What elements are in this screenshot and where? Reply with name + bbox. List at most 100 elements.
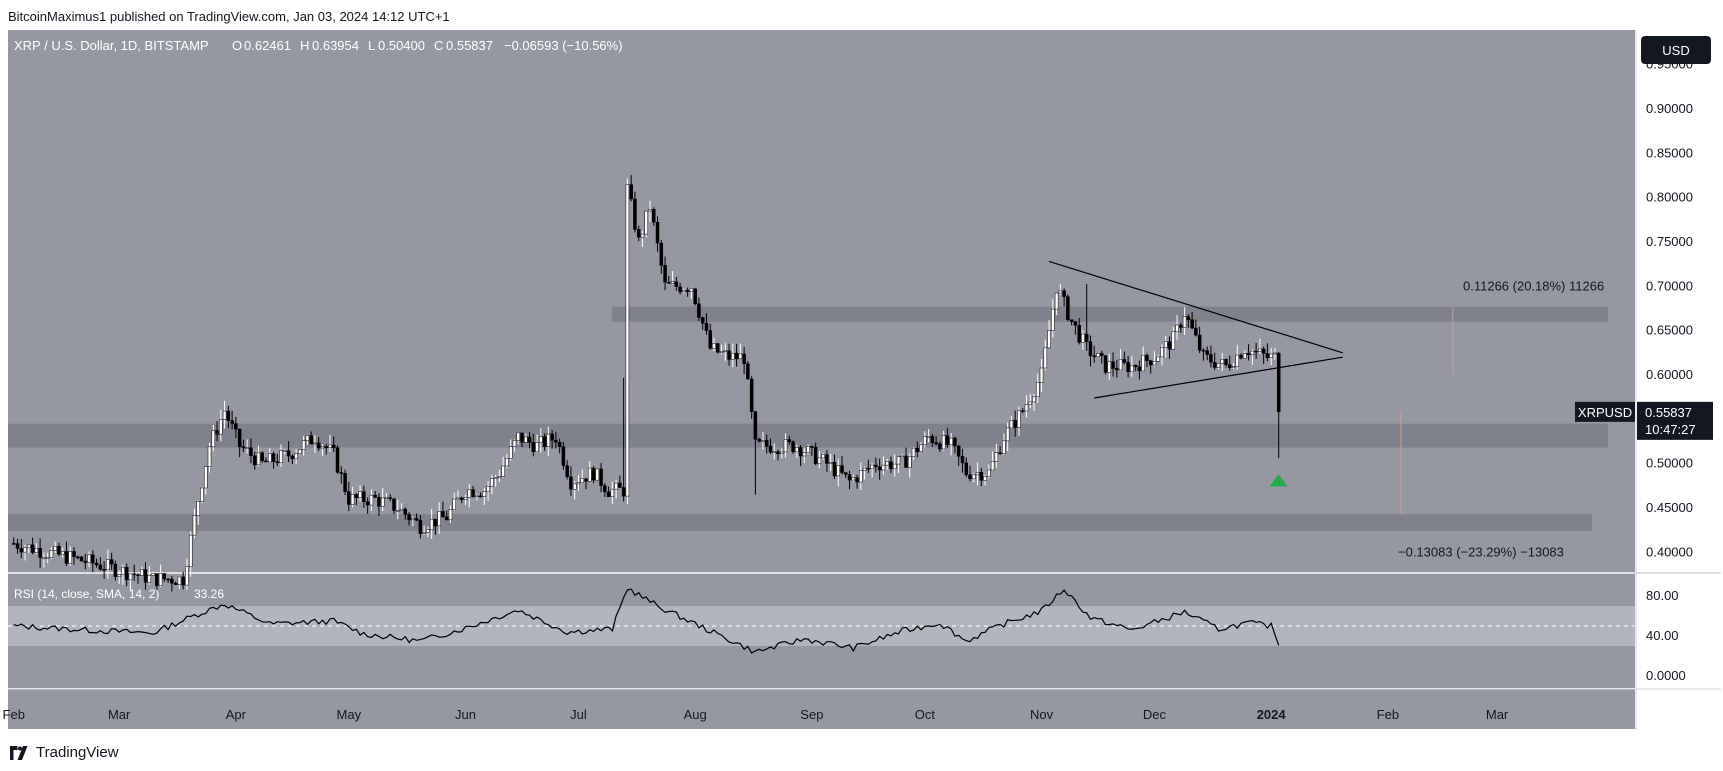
candle-body (885, 461, 889, 466)
candle-body (377, 497, 381, 507)
candle-body (1273, 352, 1277, 355)
footer-brand[interactable]: TradingView (36, 744, 119, 761)
price-pane-background (8, 30, 1635, 572)
candle-body (795, 447, 799, 453)
chart[interactable]: 0.11266 (20.18%) 11266 −0.13083 (−23.29%)… (0, 30, 1723, 735)
candle-body (1175, 324, 1179, 333)
triangle-lower-line[interactable] (1094, 356, 1343, 399)
candle-body (124, 566, 129, 581)
measure-up-label: 0.11266 (20.18%) 11266 (1463, 278, 1604, 293)
candle-body (836, 465, 840, 477)
candle-body (1194, 327, 1198, 336)
candle-body (1002, 440, 1006, 454)
candle-body (177, 576, 182, 585)
candle-body (155, 573, 159, 586)
currency-button-label[interactable]: USD (1662, 43, 1689, 58)
candle-body (399, 508, 404, 511)
candle-body (652, 209, 656, 223)
candle-body (621, 487, 626, 497)
candle-body (1081, 333, 1085, 343)
price-tick-8: 0.50000 (1646, 456, 1693, 471)
candle-body (1005, 427, 1010, 442)
candle-body (764, 440, 769, 447)
candle-body (343, 473, 347, 492)
candle-body (576, 482, 581, 485)
candle-body (870, 464, 874, 469)
candle-body (1212, 362, 1217, 368)
time-axis-background[interactable] (8, 689, 1635, 729)
candle-body (27, 544, 31, 549)
candle-body (411, 518, 415, 521)
candle-body (945, 435, 950, 446)
candle-body (237, 428, 242, 448)
candle-body (283, 450, 287, 452)
candle-body (1024, 404, 1029, 412)
candle-body (422, 532, 426, 534)
rsi-band (8, 606, 1635, 646)
change-value: −0.06593 (−10.56%) (504, 38, 623, 53)
price-tick-7: 0.60000 (1646, 367, 1693, 382)
candle-body (1220, 359, 1224, 364)
zone-2[interactable] (8, 514, 1592, 531)
last-price-bg (1637, 401, 1713, 440)
time-tick-1: Mar (108, 707, 131, 722)
candle-body (983, 476, 987, 481)
candle-body (268, 453, 272, 463)
zone-0[interactable] (612, 306, 1608, 322)
measure-tools[interactable]: 0.11266 (20.18%) 11266 −0.13083 (−23.29%)… (1398, 278, 1604, 559)
candle-body (501, 465, 505, 477)
candle-body (768, 446, 773, 453)
candle-body (889, 461, 893, 470)
candle-body (1036, 382, 1040, 398)
candle-body (554, 439, 558, 443)
price-tick-9: 0.45000 (1646, 500, 1693, 515)
candle-body (810, 446, 814, 448)
buy-signal-arrow-icon[interactable] (1269, 474, 1288, 487)
low-value: 0.50400 (378, 38, 425, 53)
zone-1[interactable] (8, 423, 1608, 448)
candle-body (572, 483, 577, 490)
candle-body (1107, 361, 1112, 373)
candle-body (975, 472, 980, 476)
candle-body (892, 463, 897, 470)
candle-body (1032, 396, 1036, 403)
price-tick-4: 0.75000 (1646, 234, 1693, 249)
candle-body (742, 353, 746, 364)
candle-body (798, 447, 803, 457)
currency-button-bg[interactable] (1641, 36, 1711, 64)
candle-body (219, 419, 223, 435)
candle-body (1261, 348, 1266, 354)
candle-body (1197, 334, 1202, 351)
candle-body (862, 467, 867, 471)
candle-body (512, 440, 517, 447)
candle-body (113, 563, 118, 577)
candle-body (324, 446, 328, 449)
candle-body (192, 515, 197, 536)
tradingview-logo-icon[interactable] (8, 745, 30, 760)
candle-body (1047, 330, 1051, 349)
candle-body (682, 290, 686, 293)
currency-button[interactable]: USD (1641, 36, 1711, 64)
candle-body (941, 435, 946, 450)
candle-body (204, 466, 208, 489)
candle-body (256, 452, 261, 466)
footer[interactable]: TradingView (8, 744, 119, 761)
candle-body (34, 548, 39, 553)
candle-body (128, 573, 133, 581)
candle-body (1073, 321, 1078, 326)
triangle-upper-line[interactable] (1048, 260, 1343, 354)
candle-body (245, 447, 249, 450)
measure-down-label: −0.13083 (−23.29%) −13083 (1398, 544, 1564, 559)
candle-body (915, 447, 920, 453)
candle-body (987, 469, 991, 477)
candle-body (599, 468, 603, 486)
price-tick-5: 0.70000 (1646, 278, 1693, 293)
candle-body (1100, 353, 1104, 356)
candle-body (1054, 292, 1059, 310)
candle-body (674, 281, 679, 288)
candle-body (91, 554, 95, 564)
candle-body (644, 210, 648, 235)
candle-body (953, 437, 957, 447)
candle-body (407, 514, 411, 521)
triangle-pattern[interactable] (1048, 260, 1343, 399)
